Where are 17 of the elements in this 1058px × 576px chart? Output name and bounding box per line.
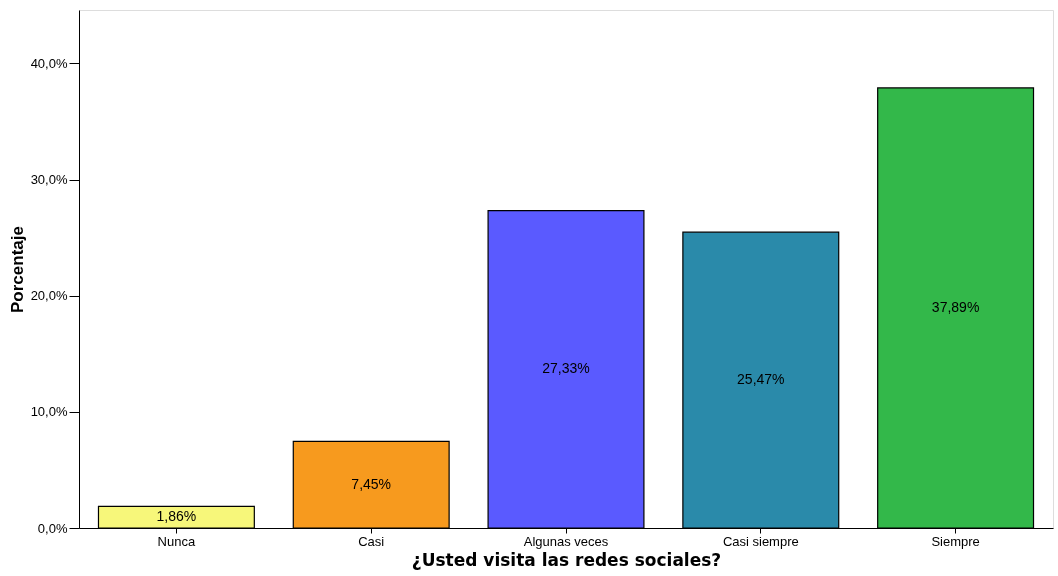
x-tick-label: Casi <box>358 533 385 549</box>
data-label: 7,45% <box>351 475 392 492</box>
y-tick-label: 20,0% <box>30 288 68 304</box>
data-label: 25,47% <box>737 371 785 388</box>
x-tick-label: Nunca <box>157 533 196 549</box>
y-tick-label: 40,0% <box>30 55 68 71</box>
data-label: 27,33% <box>542 360 590 377</box>
y-axis-title: Porcentaje <box>7 226 27 313</box>
x-tick-label: Algunas veces <box>523 533 609 549</box>
y-tick-label: 10,0% <box>30 404 68 420</box>
y-tick-label: 30,0% <box>30 172 68 188</box>
x-tick-label: Casi siempre <box>722 533 799 549</box>
data-label: 1,86% <box>156 508 197 525</box>
y-tick-label: 0,0% <box>37 520 68 536</box>
x-axis-title: ¿Usted visita las redes sociales? <box>411 549 722 570</box>
data-label: 37,89% <box>931 298 980 315</box>
x-tick-label: Siempre <box>931 533 980 549</box>
